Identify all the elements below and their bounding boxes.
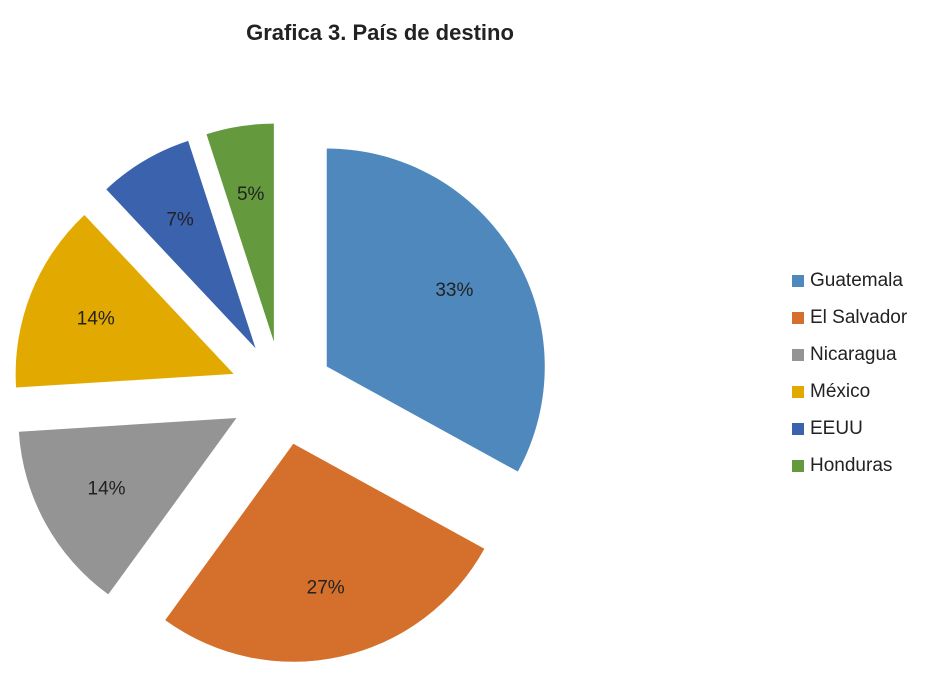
data-label: 5% bbox=[237, 184, 265, 205]
legend-swatch bbox=[792, 275, 804, 287]
legend-label: Nicaragua bbox=[810, 344, 897, 365]
data-label: 7% bbox=[166, 210, 194, 231]
pie-slice bbox=[165, 443, 485, 662]
data-label: 14% bbox=[88, 478, 126, 499]
legend-label: El Salvador bbox=[810, 307, 908, 328]
legend-label: México bbox=[810, 381, 870, 402]
legend-swatch bbox=[792, 312, 804, 324]
legend-swatch bbox=[792, 460, 804, 472]
legend-swatch bbox=[792, 423, 804, 435]
data-label: 27% bbox=[307, 577, 345, 598]
pie-slice bbox=[206, 123, 274, 342]
data-label: 14% bbox=[77, 308, 115, 329]
data-label: 33% bbox=[435, 280, 473, 301]
pie-slice bbox=[18, 418, 237, 595]
legend-label: Honduras bbox=[810, 455, 892, 476]
chart-title: Grafica 3. País de destino bbox=[246, 20, 514, 45]
pie-slice bbox=[106, 140, 256, 349]
legend-swatch bbox=[792, 386, 804, 398]
pie-slice bbox=[326, 148, 545, 472]
legend-label: EEUU bbox=[810, 418, 863, 439]
legend-swatch bbox=[792, 349, 804, 361]
legend-label: Guatemala bbox=[810, 270, 903, 291]
pie-slice bbox=[15, 214, 234, 388]
